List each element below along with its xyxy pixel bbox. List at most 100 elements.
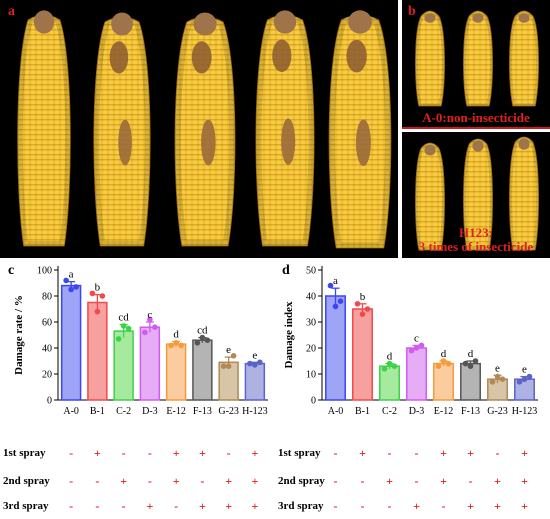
data-point-A-0 [73,284,79,290]
significance-D-3: c [147,309,152,321]
treatment-symbol: - [122,499,126,513]
treatment-symbol: + [225,474,232,488]
data-point-D-3 [147,316,153,323]
bar-D-3 [406,347,427,401]
treatment-symbol: - [227,446,231,460]
data-point-H-123 [526,373,533,380]
data-point-C-2 [386,360,393,367]
treatment-symbol: - [334,474,338,488]
corn-ear-b-bottom-1 [412,140,448,253]
y-tick-label: 20 [42,370,52,381]
significance-E-12: d [173,329,179,341]
significance-G-23: e [495,362,500,374]
data-point-B-1 [94,308,101,315]
treatment-symbol: + [521,446,528,460]
treatment-symbol: - [95,499,99,513]
panel-a-corn-ears [12,9,397,254]
treatment-symbol: + [251,474,258,488]
significance-F-13: d [468,348,474,360]
panel-b-bottom-caption-1: H123: [459,225,493,240]
significance-C-2: cd [118,312,129,324]
treatment-symbol: - [415,446,419,460]
data-point-C-2 [391,363,398,370]
significance-E-12: d [441,348,447,360]
bar-E-12 [433,362,454,401]
treatment-symbol: - [174,499,178,513]
significance-C-2: d [387,351,393,363]
x-tick-label-G-23: G-23 [487,406,508,417]
treatment-symbol: - [415,474,419,488]
data-point-A-0 [327,282,334,289]
panel-b-divider [402,127,550,129]
treatment-symbol: + [199,499,206,513]
x-tick-label-H-123: H-123 [242,406,268,417]
treatment-symbol: + [173,474,180,488]
y-tick-label: 10 [306,370,316,381]
panel-b-top-caption: A-0:non-insecticide [422,110,530,125]
treatment-symbol: - [388,446,392,460]
y-tick-label: 50 [306,266,316,277]
significance-B-1: b [360,291,366,303]
x-tick-label-B-1: B-1 [90,406,105,417]
data-point-E-12 [168,342,174,349]
panel-b-top-corn-ears [412,8,542,109]
corn-ear-1 [12,9,76,252]
treatment-symbol: - [361,474,365,488]
corn-ear-b-bottom-2 [460,136,496,253]
panel-c-label: c [8,263,14,278]
y-tick-label: 40 [42,344,52,355]
data-point-F-13 [199,334,206,341]
data-point-A-0 [63,277,69,284]
treatment-symbol: + [467,446,474,460]
data-point-H-123 [257,359,263,366]
data-point-E-12 [435,363,442,370]
treatment-symbol: - [148,474,152,488]
x-tick-label-F-13: F-13 [193,406,212,417]
treatment-row-label: 2nd spray [3,475,50,487]
treatment-row-label: 1st spray [278,447,321,459]
x-tick-label-F-13: F-13 [461,406,480,417]
x-tick-label-A-0: A-0 [63,406,79,417]
data-point-D-3 [152,324,158,331]
treatment-symbol: - [200,474,204,488]
corn-ear-3 [169,11,241,252]
data-point-G-23 [499,376,506,383]
treatment-row-label: 3rd spray [278,500,324,512]
panel-a-label: a [8,4,15,19]
data-point-G-23 [230,353,237,359]
treatment-symbol: + [521,499,528,513]
data-point-G-23 [220,363,227,370]
treatment-symbol: - [69,499,73,513]
treatment-symbol: - [496,446,500,460]
y-tick-label: 60 [42,318,52,329]
data-point-B-1 [89,290,96,297]
x-tick-label-E-12: E-12 [166,406,185,417]
treatment-symbol: + [120,474,127,488]
data-point-B-1 [354,301,361,307]
x-tick-label-C-2: C-2 [116,406,131,417]
treatment-symbol: + [494,474,501,488]
treatment-symbol: - [388,499,392,513]
treatment-symbol: + [440,474,447,488]
treatment-symbol: - [334,446,338,460]
treatment-symbol: - [95,474,99,488]
treatment-symbol: - [334,499,338,513]
treatment-symbol: + [359,446,366,460]
treatment-symbol: + [251,499,258,513]
treatment-symbol: + [494,499,501,513]
x-tick-label-C-2: C-2 [382,406,397,417]
data-point-B-1 [364,306,371,312]
bar-B-1 [87,301,108,401]
x-tick-label-A-0: A-0 [328,406,344,417]
data-point-E-12 [440,358,447,364]
data-point-H-123 [516,379,523,385]
y-tick-label: 0 [47,396,52,407]
corn-ear-b-top-3 [506,8,542,109]
data-point-H-123 [247,360,253,367]
significance-F-13: cd [197,325,208,337]
treatment-symbol: + [413,499,420,513]
panel-b-bottom-photo: H123: 3 times of insecticide [402,132,550,258]
data-point-A-0 [332,303,339,310]
chart-d: d 0 10 20 30 40 50 Damage index a A-0 b B-1 d C-2 c D-3… [278,263,538,513]
